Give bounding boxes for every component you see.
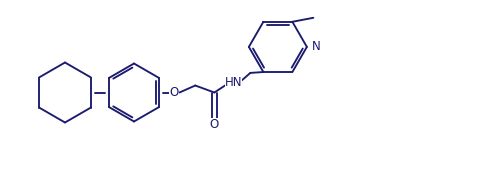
- Text: O: O: [209, 117, 219, 130]
- Text: HN: HN: [224, 76, 242, 89]
- Text: O: O: [169, 86, 178, 99]
- Text: N: N: [311, 40, 319, 53]
